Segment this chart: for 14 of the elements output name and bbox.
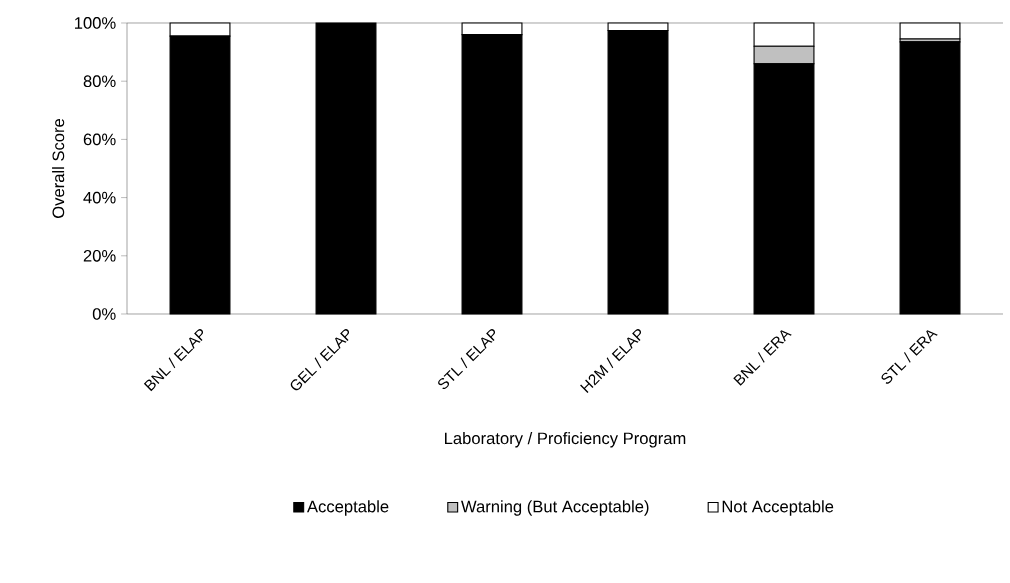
legend-label: Acceptable [306, 500, 389, 516]
y-tick-label: 100% [75, 17, 116, 29]
bar [315, 22, 377, 315]
y-tick-label: 0% [92, 308, 116, 320]
bar [899, 22, 961, 40]
x-axis-title: Laboratory / Proficiency Program [445, 432, 686, 448]
legend-label: Not Acceptable [722, 500, 834, 516]
y-axis-title: Overall Score [52, 118, 65, 219]
y-tick-label: 20% [83, 249, 116, 262]
legend-label: Warning (But Acceptable) [461, 500, 649, 516]
y-tick-label: 60% [83, 133, 116, 146]
y-tick-label: 80% [83, 75, 116, 88]
bar [899, 41, 961, 315]
y-tick-label: 40% [83, 191, 116, 204]
